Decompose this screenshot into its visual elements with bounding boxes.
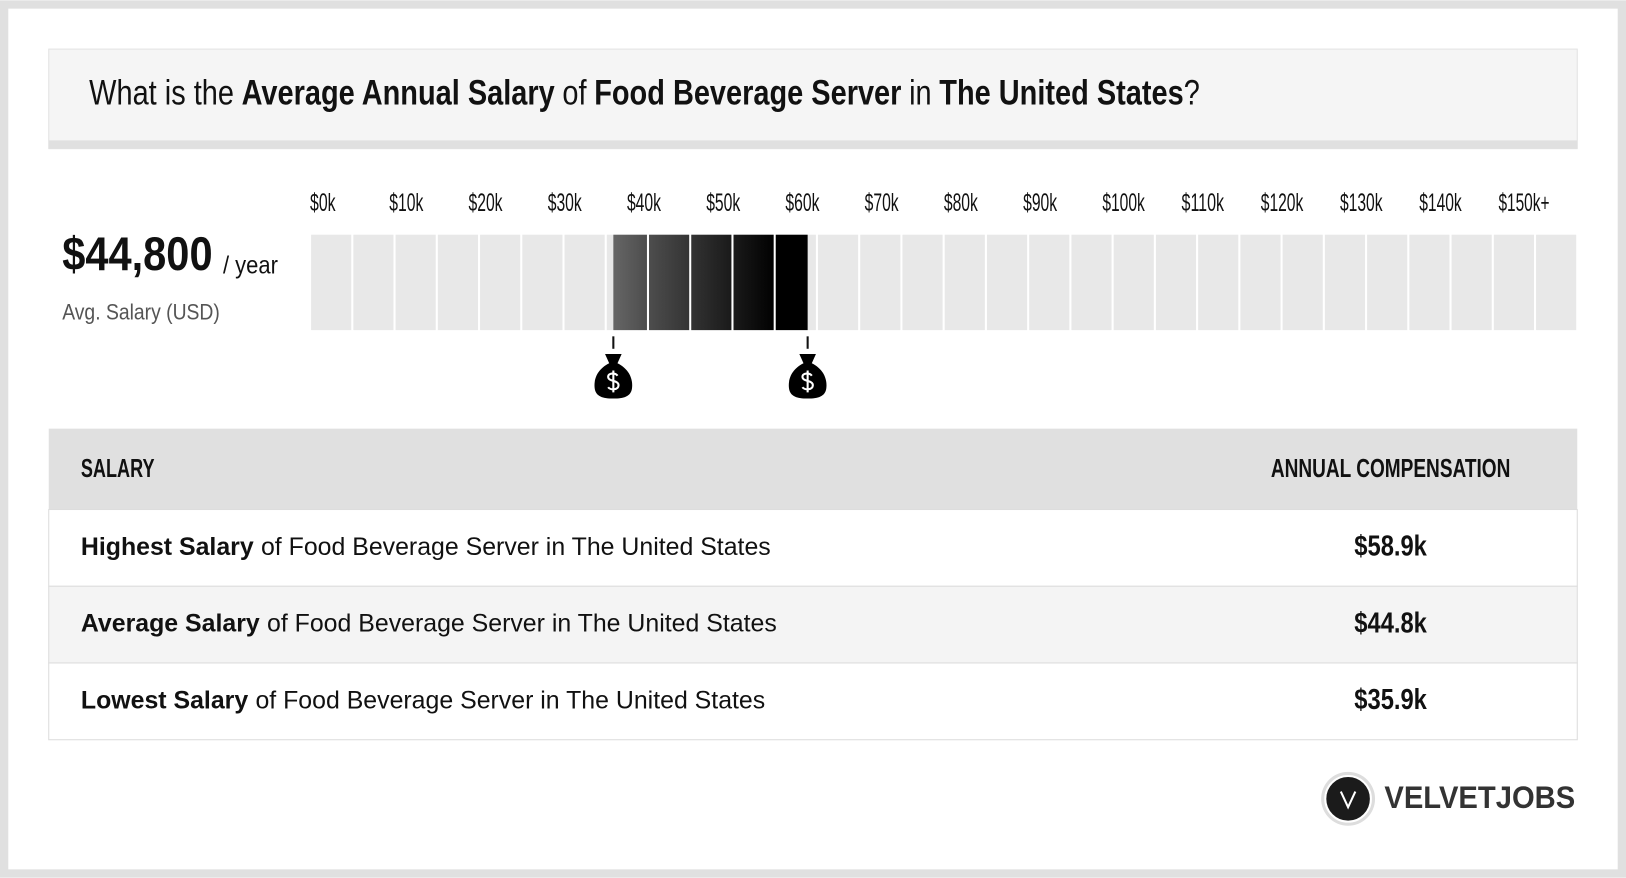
scale-label: $0k <box>310 189 336 217</box>
scale-cell <box>437 234 478 331</box>
row-label-bold: Highest Salary <box>81 532 254 560</box>
scale-cell <box>1155 234 1197 331</box>
logo-v <box>1339 791 1357 810</box>
salary-range <box>649 234 690 331</box>
title-text: of <box>562 74 586 113</box>
scale-cell <box>1113 234 1154 331</box>
salary-scale: $0k $10k $20k $30k $40k $50k $60k $70k $80k $90k $… <box>310 189 1577 399</box>
title-underline <box>48 140 1578 149</box>
scale-label: $120k <box>1261 189 1304 217</box>
scale-label: $130k <box>1340 189 1383 217</box>
row-label: Lowest Salary of Food Beverage Server in … <box>81 686 765 714</box>
scale-label: $80k <box>944 189 978 217</box>
row-label-rest: of Food Beverage Server in The United St… <box>261 532 771 560</box>
dollar-sign <box>607 370 620 393</box>
scale-label: $40k <box>627 189 661 217</box>
title-text: Average Annual Salary <box>242 74 555 113</box>
row-value: $35.9k <box>1354 684 1427 716</box>
scale-cell <box>1367 234 1408 331</box>
scale-cell <box>353 234 394 331</box>
row-label-rest: of Food Beverage Server in The United St… <box>255 686 765 714</box>
row-value: $44.8k <box>1354 607 1427 639</box>
scale-cell <box>902 234 943 331</box>
scale-cell <box>1029 234 1070 331</box>
row-label-bold: Lowest Salary <box>81 686 248 714</box>
scale-label: $110k <box>1182 189 1225 217</box>
title-text: What is the <box>89 74 234 113</box>
scale-label: $90k <box>1023 189 1057 217</box>
table-header: ANNUAL COMPENSATION <box>1271 455 1511 483</box>
row-label: Average Salary of Food Beverage Server in… <box>81 609 777 637</box>
salary-marker <box>594 336 633 399</box>
scale-label: $70k <box>865 189 899 217</box>
title-box <box>48 48 1578 150</box>
scale-cell <box>986 234 1028 331</box>
scale-cell <box>817 234 859 331</box>
title-text: The United States <box>939 74 1183 113</box>
table-row <box>48 662 1578 741</box>
logo-mark <box>1324 774 1372 823</box>
scale-label: $150k+ <box>1498 189 1549 217</box>
table-row <box>48 508 1578 587</box>
row-label-rest: of Food Beverage Server in The United St… <box>267 609 777 637</box>
scale-cell <box>311 234 352 331</box>
dollar-sign <box>801 370 814 393</box>
salary-marker <box>788 336 827 399</box>
salary-range <box>613 234 647 331</box>
avg-caption: Avg. Salary (USD) <box>62 299 220 324</box>
scale-label: $10k <box>389 189 423 217</box>
salary-range <box>775 234 808 331</box>
scale-cell <box>1409 234 1450 331</box>
scale-cell <box>944 234 985 331</box>
table-row <box>48 585 1578 664</box>
scale-cell <box>1451 234 1492 331</box>
scale-label: $100k <box>1102 189 1145 217</box>
avg-amount: $44,800 <box>62 228 212 281</box>
scale-cell <box>1493 234 1534 331</box>
scale-label: $50k <box>706 189 740 217</box>
table-body: Highest Salary of Food Beverage Server in… <box>48 508 1578 741</box>
scale-cell <box>395 234 436 331</box>
salary-range <box>691 234 732 331</box>
row-label: Highest Salary of Food Beverage Server in… <box>81 532 771 560</box>
scale-cell <box>1071 234 1112 331</box>
table-header: SALARY <box>81 455 155 483</box>
scale-cell <box>522 234 563 331</box>
title: What is theAverage Annual SalaryofFood B… <box>89 74 1200 113</box>
scale-cell <box>1198 234 1239 331</box>
title-text: in <box>909 74 932 113</box>
title-text: Food Beverage Server <box>594 74 901 113</box>
row-label-bold: Average Salary <box>81 609 260 637</box>
scale-cell <box>1536 234 1577 331</box>
brand: VELVETJOBS <box>1384 780 1575 815</box>
scale-label: $140k <box>1419 189 1462 217</box>
scale-label: $20k <box>469 189 503 217</box>
scale-cell <box>1240 234 1281 331</box>
row-value: $58.9k <box>1354 531 1427 563</box>
scale-label: $60k <box>785 189 819 217</box>
scale-cell <box>564 234 605 331</box>
scale-label: $30k <box>548 189 582 217</box>
scale-cell <box>860 234 901 331</box>
avg-unit: / year <box>223 251 278 279</box>
title-text: ? <box>1184 74 1200 113</box>
salary-range <box>733 234 774 331</box>
table-header-bg <box>48 428 1578 510</box>
scale-cell <box>480 234 521 331</box>
scale-cell <box>1282 234 1323 331</box>
scale-cell <box>1324 234 1366 331</box>
